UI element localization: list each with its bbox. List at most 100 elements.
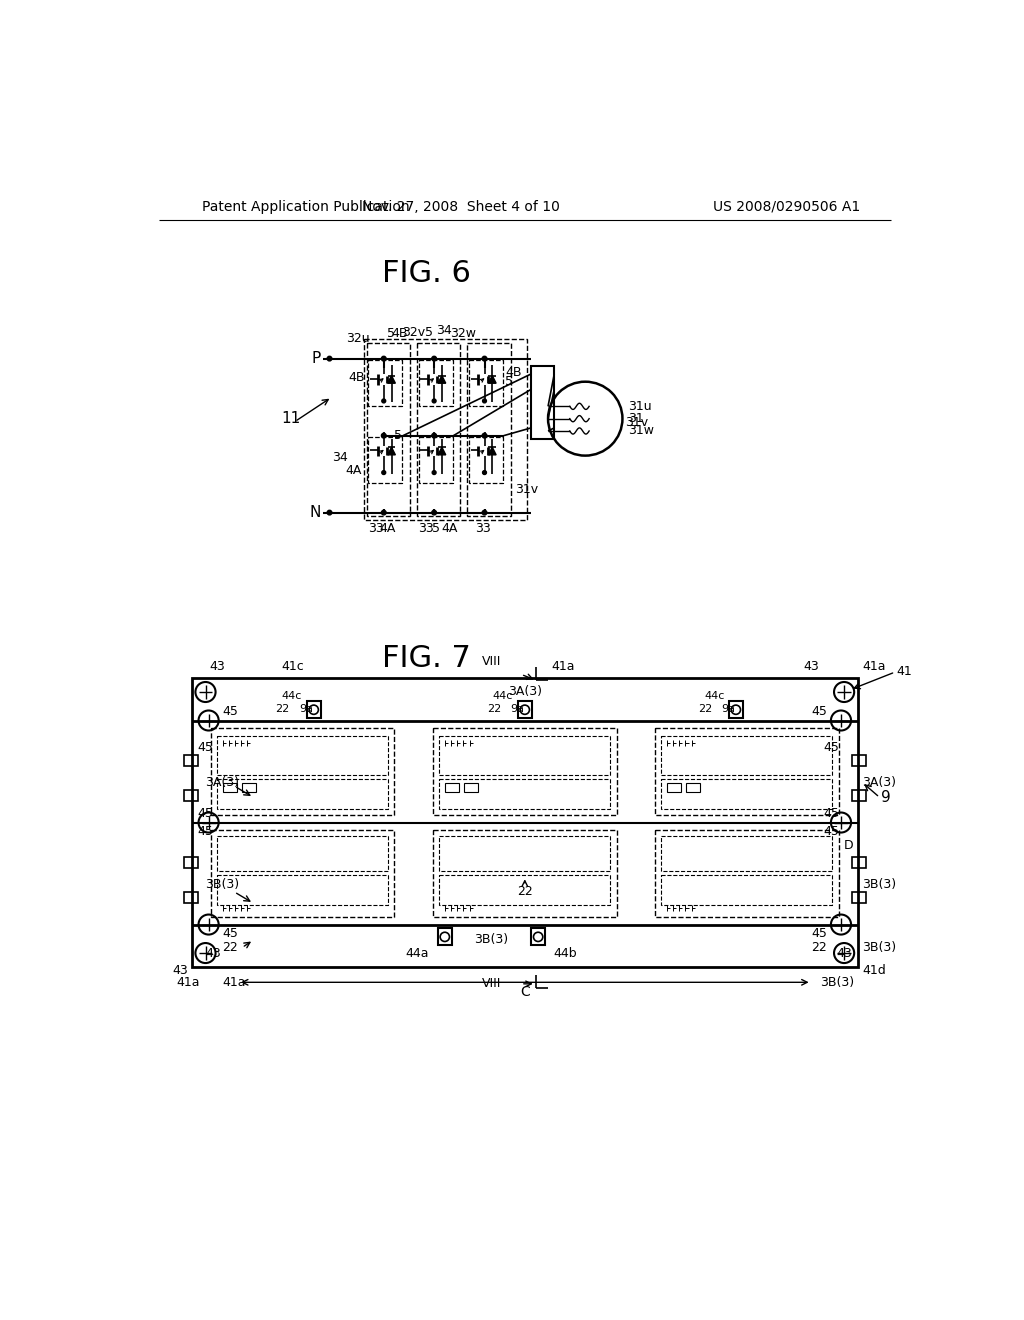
Bar [365, 339, 527, 520]
Text: 5: 5 [425, 326, 433, 339]
Bar [662, 737, 833, 775]
Text: 33: 33 [419, 521, 434, 535]
Text: 41a: 41a [176, 975, 200, 989]
Text: 9: 9 [882, 789, 891, 805]
Text: C: C [520, 985, 529, 998]
Text: 4B: 4B [348, 371, 366, 384]
Bar [183, 755, 198, 766]
Text: 43: 43 [172, 964, 187, 977]
Circle shape [381, 511, 386, 515]
Text: 41c: 41c [281, 660, 304, 673]
Text: 11: 11 [282, 411, 300, 426]
Text: N: N [309, 506, 321, 520]
Polygon shape [488, 376, 496, 383]
Bar [662, 837, 833, 871]
Circle shape [432, 433, 436, 438]
Bar [191, 678, 858, 966]
Bar [439, 875, 610, 906]
Circle shape [482, 471, 486, 474]
Polygon shape [388, 376, 395, 383]
Bar [222, 783, 237, 792]
Circle shape [328, 511, 332, 515]
Text: 22: 22 [486, 704, 501, 714]
Bar [852, 789, 866, 800]
Text: VIII: VIII [482, 655, 502, 668]
Bar [433, 830, 616, 917]
Text: 4B: 4B [506, 366, 522, 379]
Bar [464, 783, 478, 792]
Text: 4B: 4B [391, 327, 408, 341]
Text: 5: 5 [393, 429, 401, 442]
Bar [217, 737, 388, 775]
Bar [518, 701, 531, 718]
Text: 45: 45 [823, 825, 839, 838]
Circle shape [482, 399, 486, 403]
Text: 44b: 44b [554, 948, 578, 961]
Circle shape [382, 399, 386, 403]
Text: 44c: 44c [703, 690, 724, 701]
Bar [667, 783, 681, 792]
Text: 41: 41 [897, 665, 912, 678]
Text: 5: 5 [387, 327, 395, 341]
Text: 45: 45 [198, 741, 213, 754]
Bar [211, 729, 394, 814]
Text: 31v: 31v [626, 416, 648, 429]
Text: 22: 22 [222, 941, 239, 954]
Text: 31w: 31w [628, 425, 654, 437]
Bar [367, 343, 410, 516]
Text: 45: 45 [198, 825, 213, 838]
Text: FIG. 7: FIG. 7 [382, 644, 471, 673]
Bar [852, 857, 866, 869]
Text: 4A: 4A [346, 463, 362, 477]
Circle shape [482, 511, 486, 515]
Bar [662, 779, 833, 809]
Text: 4A: 4A [380, 521, 396, 535]
Bar [469, 360, 503, 407]
Text: 44c: 44c [282, 690, 302, 701]
Text: 43: 43 [804, 660, 819, 673]
Text: 3A(3): 3A(3) [508, 685, 542, 698]
Polygon shape [438, 447, 445, 455]
Text: 45: 45 [222, 927, 239, 940]
Text: 45: 45 [811, 705, 827, 718]
Text: D: D [844, 840, 854, 853]
Text: 32u: 32u [346, 333, 370, 345]
Bar [217, 779, 388, 809]
Text: Nov. 27, 2008  Sheet 4 of 10: Nov. 27, 2008 Sheet 4 of 10 [362, 199, 560, 214]
Text: 34: 34 [333, 450, 348, 463]
Bar [852, 755, 866, 766]
Text: 22: 22 [811, 941, 827, 954]
Text: 22: 22 [697, 704, 712, 714]
Text: 31v: 31v [515, 483, 539, 496]
Circle shape [381, 356, 386, 360]
Circle shape [328, 356, 332, 360]
Text: 45: 45 [811, 927, 827, 940]
Circle shape [432, 511, 436, 515]
Text: 31u: 31u [628, 400, 651, 413]
Circle shape [432, 356, 436, 360]
Polygon shape [488, 447, 496, 455]
Polygon shape [388, 447, 395, 455]
Text: 43: 43 [206, 946, 221, 960]
Text: 43: 43 [209, 660, 225, 673]
Circle shape [381, 433, 386, 438]
Bar [469, 437, 503, 483]
Text: 5: 5 [506, 375, 513, 388]
Text: 45: 45 [222, 705, 239, 718]
Bar [655, 830, 839, 917]
Text: 45: 45 [823, 741, 839, 754]
Text: US 2008/0290506 A1: US 2008/0290506 A1 [713, 199, 860, 214]
Text: 3B(3): 3B(3) [862, 878, 896, 891]
Text: 43: 43 [837, 946, 852, 960]
Text: 32w: 32w [450, 327, 476, 341]
Bar [433, 729, 616, 814]
Text: 3B(3): 3B(3) [474, 933, 509, 946]
Text: Patent Application Publication: Patent Application Publication [203, 199, 410, 214]
Bar [183, 789, 198, 800]
Text: 3A(3): 3A(3) [862, 776, 896, 788]
Circle shape [482, 433, 486, 438]
Bar [183, 892, 198, 903]
Bar [531, 928, 545, 945]
Text: 4A: 4A [441, 521, 458, 535]
Text: P: P [311, 351, 321, 366]
